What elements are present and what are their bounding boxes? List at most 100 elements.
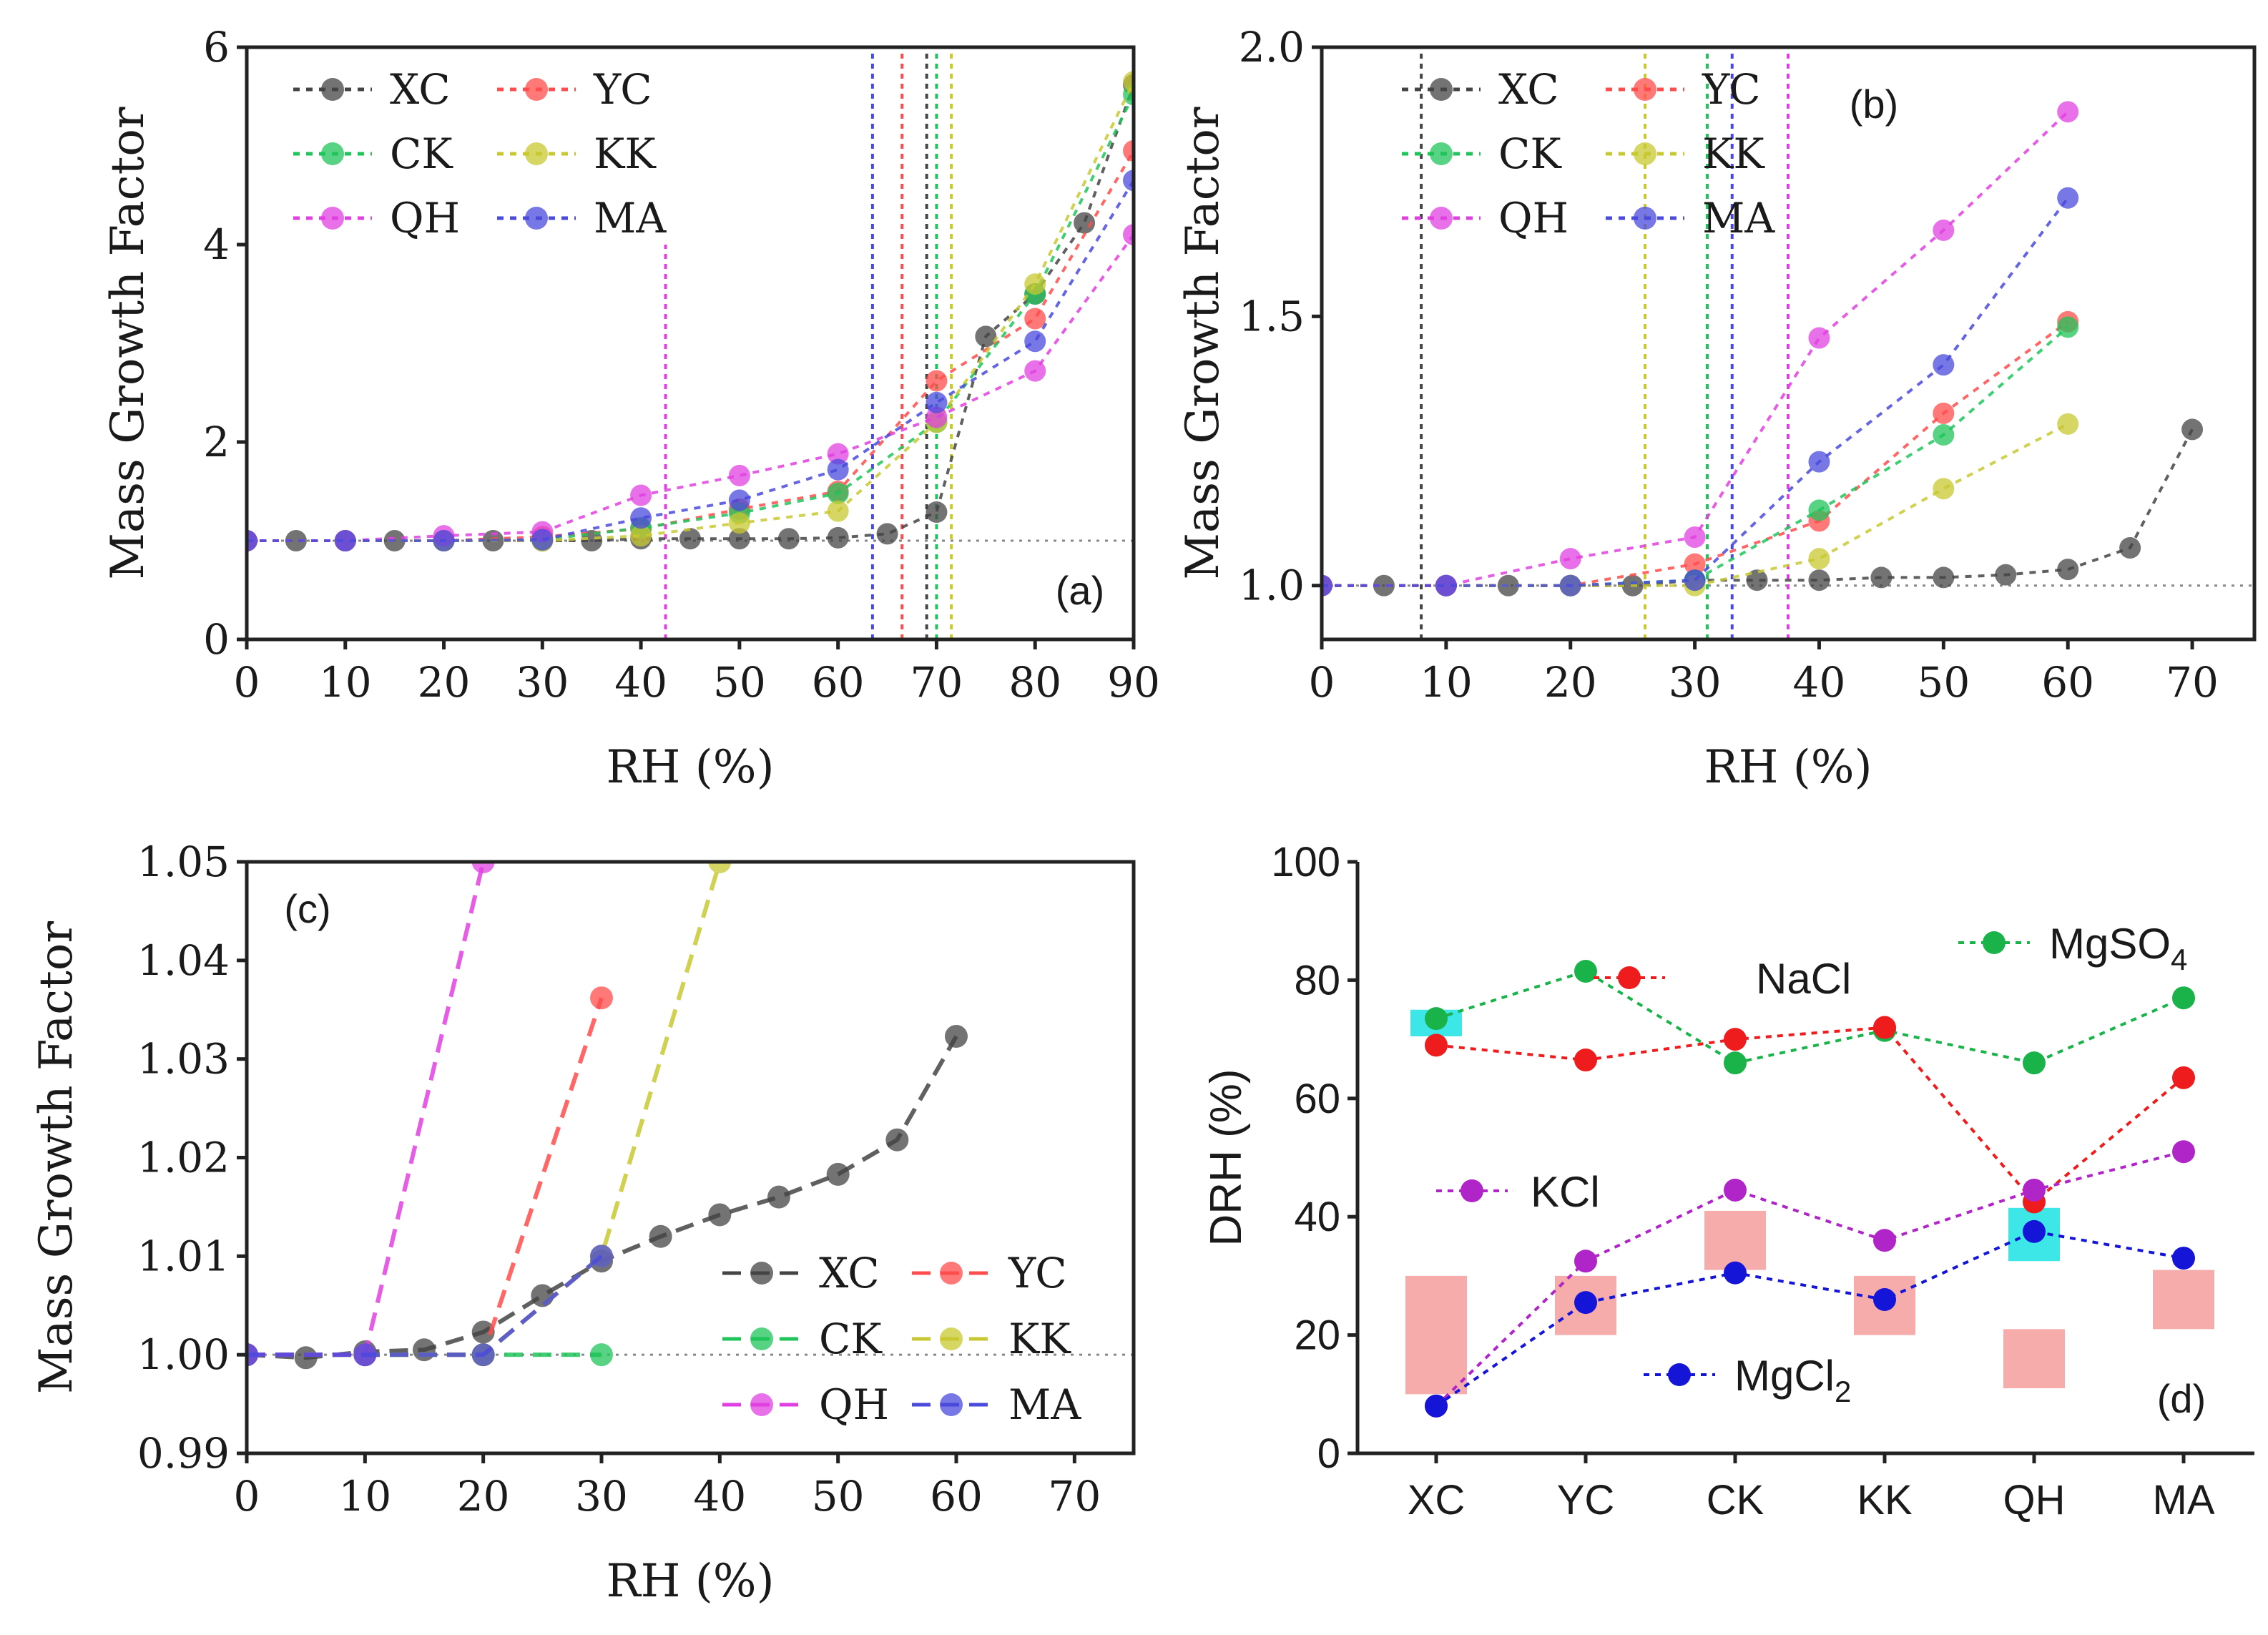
data-point-b-KK-4 bbox=[1808, 548, 1830, 570]
legend-label-main-MgSO4: MgSO bbox=[2049, 920, 2171, 968]
data-point-c-MA-0 bbox=[247, 1343, 258, 1367]
data-point-d-KCl-QH bbox=[2023, 1178, 2046, 1202]
data-point-b-YC-5 bbox=[1933, 402, 1955, 424]
x-tick-label-b: 0 bbox=[1309, 658, 1335, 707]
data-point-a-QH-6 bbox=[827, 443, 849, 465]
data-point-c-XC-10 bbox=[826, 1162, 850, 1186]
data-point-a-KK-9 bbox=[1123, 71, 1134, 93]
data-point-a-QH-5 bbox=[728, 464, 750, 486]
series-line-c-MA bbox=[247, 1255, 603, 1357]
y-axis-label-b: Mass Growth Factor bbox=[1177, 107, 1229, 579]
series-b-YC bbox=[1322, 310, 2079, 596]
data-point-a-XC-10 bbox=[728, 528, 750, 550]
series-b-QH bbox=[1322, 101, 2079, 596]
plot-frame-c bbox=[245, 860, 1136, 1455]
data-point-d-NaCl-YC bbox=[1574, 1049, 1597, 1072]
data-point-b-KK-5 bbox=[1933, 478, 1955, 500]
legend-marker-c-YC bbox=[940, 1262, 963, 1285]
y-axis-label-c: Mass Growth Factor bbox=[30, 921, 83, 1394]
data-point-a-YC-8 bbox=[1024, 308, 1046, 330]
y-tick-label-d: 60 bbox=[1294, 1076, 1340, 1122]
x-tick-label-a: 90 bbox=[1107, 658, 1160, 707]
data-point-a-QH-4 bbox=[630, 484, 652, 506]
y-tick-label-c: 1.03 bbox=[137, 1035, 230, 1084]
data-point-d-MgSO4-MA bbox=[2172, 986, 2195, 1010]
data-point-a-MA-8 bbox=[1024, 330, 1046, 353]
data-point-b-MA-2 bbox=[1559, 574, 1581, 596]
legend-marker-a-KK bbox=[525, 142, 548, 165]
legend-marker-d-KCl bbox=[1461, 1179, 1483, 1202]
data-point-b-XC-8 bbox=[1808, 569, 1830, 591]
data-point-a-MA-3 bbox=[531, 529, 554, 551]
series-line-a-QH bbox=[247, 234, 1134, 542]
data-point-b-XC-14 bbox=[2181, 418, 2204, 441]
y-axis-label-d: DRH (%) bbox=[1202, 1069, 1251, 1247]
y-tick-label-a: 0 bbox=[203, 615, 230, 664]
data-point-b-CK-4 bbox=[1808, 499, 1830, 521]
legend-label-b-QH: QH bbox=[1498, 194, 1569, 242]
legend-marker-d-MgSO4 bbox=[1983, 931, 2006, 954]
legend-label-b-CK: CK bbox=[1498, 129, 1562, 178]
y-tick-label-c: 1.01 bbox=[137, 1232, 230, 1280]
y-tick-label-c: 1.00 bbox=[137, 1330, 230, 1379]
data-point-b-XC-13 bbox=[2119, 537, 2141, 559]
data-point-d-NaCl-XC bbox=[1425, 1033, 1448, 1057]
drh-band-XC-0 bbox=[1405, 1275, 1467, 1395]
y-tick-label-d: 100 bbox=[1271, 839, 1340, 885]
data-point-b-XC-11 bbox=[1995, 564, 2017, 586]
series-line-a-MA bbox=[247, 180, 1134, 542]
data-point-d-MgSO4-YC bbox=[1574, 959, 1597, 983]
x-tick-label-a: 80 bbox=[1008, 658, 1061, 707]
data-point-a-QH-7 bbox=[926, 406, 948, 428]
data-point-a-KK-6 bbox=[827, 500, 849, 522]
legend-label-d-KCl: KCl bbox=[1531, 1168, 1600, 1216]
data-point-a-XC-14 bbox=[926, 501, 948, 523]
legend-marker-c-QH bbox=[750, 1393, 773, 1416]
series-c-QH bbox=[247, 862, 495, 1367]
data-point-c-XC-9 bbox=[767, 1185, 790, 1209]
data-point-a-XC-9 bbox=[679, 528, 701, 550]
series-line-a-KK bbox=[247, 81, 1134, 542]
drh-band-MA-5 bbox=[2153, 1270, 2214, 1330]
legend-label-sub-MgCl2: 2 bbox=[1835, 1375, 1851, 1408]
data-point-c-XC-8 bbox=[708, 1203, 732, 1227]
data-point-b-QH-6 bbox=[2057, 101, 2079, 123]
data-point-a-XC-13 bbox=[876, 523, 898, 545]
series-b-XC bbox=[1322, 418, 2204, 596]
data-point-c-XC-5 bbox=[531, 1284, 554, 1307]
legend-label-a-YC: YC bbox=[593, 65, 652, 114]
data-point-b-XC-12 bbox=[2057, 559, 2079, 581]
data-point-d-MgCl2-XC bbox=[1425, 1394, 1448, 1418]
series-line-c-QH bbox=[247, 862, 486, 1357]
data-point-a-MA-1 bbox=[334, 530, 356, 551]
legend-marker-a-XC bbox=[321, 78, 344, 101]
legend-marker-a-YC bbox=[525, 78, 548, 101]
y-tick-label-c: 1.02 bbox=[137, 1134, 230, 1182]
x-tick-label-b: 10 bbox=[1420, 658, 1473, 707]
y-tick-label-d: 80 bbox=[1294, 957, 1340, 1003]
data-point-c-CK-3 bbox=[590, 1343, 613, 1367]
data-point-b-MA-5 bbox=[1933, 354, 1955, 376]
legend-label-c-KK: KK bbox=[1008, 1315, 1071, 1363]
series-a-MA bbox=[247, 170, 1134, 551]
data-point-a-QH-9 bbox=[1123, 224, 1134, 246]
legend-label-c-XC: XC bbox=[819, 1249, 880, 1297]
y-tick-label-c: 1.05 bbox=[137, 838, 230, 886]
x-tick-label-b: 30 bbox=[1669, 658, 1722, 707]
series-line-d-MgCl2 bbox=[1435, 1229, 2184, 1408]
x-tick-label-c: 10 bbox=[338, 1472, 391, 1521]
data-point-d-MgSO4-CK bbox=[1724, 1051, 1747, 1075]
series-line-c-XC bbox=[247, 1035, 958, 1360]
data-point-d-KCl-YC bbox=[1574, 1249, 1597, 1273]
y-tick-label-b: 1.5 bbox=[1239, 292, 1305, 340]
x-tick-label-a: 50 bbox=[713, 658, 766, 707]
data-point-c-XC-1 bbox=[294, 1346, 318, 1370]
legend-marker-c-CK bbox=[750, 1327, 773, 1350]
drh-band-CK-2 bbox=[1704, 1210, 1766, 1270]
data-point-b-MA-4 bbox=[1808, 451, 1830, 473]
data-point-a-MA-0 bbox=[247, 530, 257, 551]
data-point-d-NaCl-MA bbox=[2172, 1066, 2195, 1089]
x-tick-label-a: 40 bbox=[614, 658, 667, 707]
legend-label-b-YC: YC bbox=[1702, 65, 1761, 114]
data-point-a-KK-4 bbox=[630, 525, 652, 547]
